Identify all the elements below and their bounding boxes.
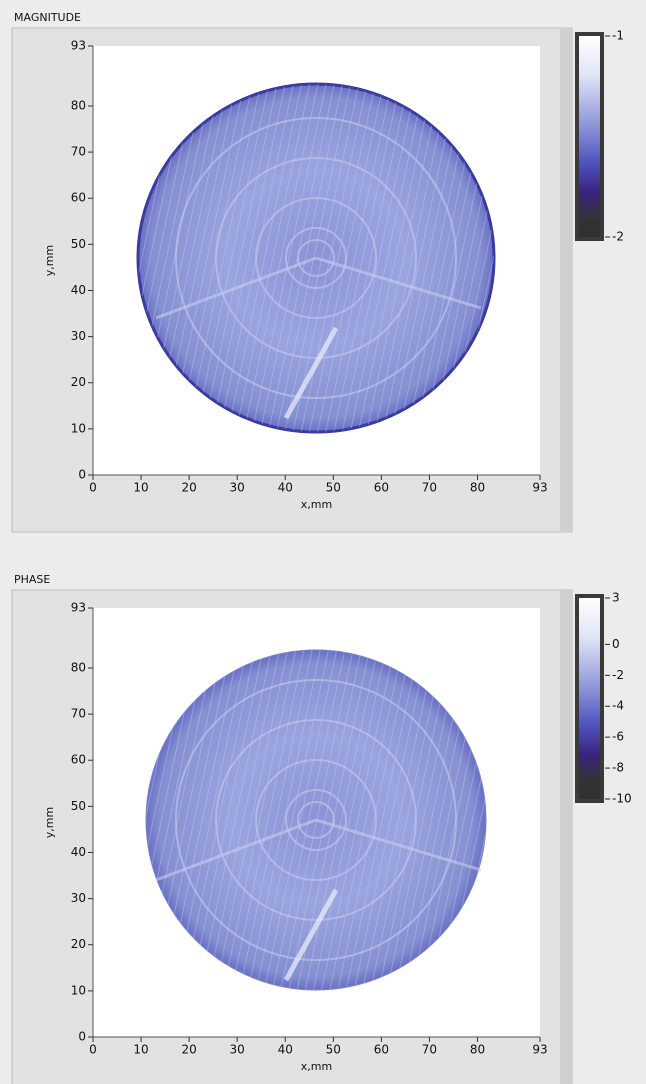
y-tick-label: 50	[71, 237, 86, 251]
panel-title: MAGNITUDE	[14, 11, 81, 24]
ring	[215, 157, 417, 359]
frame-bevel	[560, 28, 572, 532]
y-tick-label: 30	[71, 891, 86, 905]
panel-title: PHASE	[14, 573, 50, 586]
y-tick-label: 0	[78, 468, 86, 482]
x-tick-label: 80	[470, 481, 485, 495]
streak	[155, 256, 317, 320]
streak	[283, 888, 339, 982]
y-tick-label: 10	[71, 421, 86, 435]
colorbar-tick-label: -6	[612, 730, 624, 744]
y-tick-label: 40	[71, 283, 86, 297]
y-axis-label: y,mm	[43, 807, 56, 838]
y-tick-label: 60	[71, 753, 86, 767]
y-axis-label: y,mm	[43, 245, 56, 276]
x-axis-label: x,mm	[301, 1060, 332, 1073]
x-axis-label: x,mm	[301, 498, 332, 511]
x-tick-label: 20	[181, 481, 196, 495]
colorbar	[579, 36, 600, 237]
streak	[315, 256, 482, 310]
x-tick-label: 60	[374, 1043, 389, 1057]
ring	[297, 239, 335, 277]
y-tick-label: 40	[71, 845, 86, 859]
x-tick-label: 50	[326, 481, 341, 495]
y-tick-label: 80	[71, 660, 86, 674]
y-tick-label: 10	[71, 983, 86, 997]
colorbar-tick-label: -10	[612, 792, 632, 806]
streak	[155, 818, 317, 882]
streak	[283, 326, 339, 420]
y-tick-label: 93	[71, 39, 86, 53]
y-tick-label: 70	[71, 145, 86, 159]
x-tick-label: 70	[422, 481, 437, 495]
x-tick-label: 93	[532, 481, 547, 495]
ring	[175, 117, 457, 399]
x-tick-label: 93	[532, 1043, 547, 1057]
colorbar-tick-label: -1	[612, 29, 624, 43]
ring	[215, 719, 417, 921]
x-tick-label: 70	[422, 1043, 437, 1057]
y-tick-label: 80	[71, 98, 86, 112]
frame-bevel	[560, 590, 572, 1084]
x-tick-label: 30	[230, 481, 245, 495]
x-tick-label: 10	[133, 481, 148, 495]
x-tick-label: 20	[181, 1043, 196, 1057]
colorbar	[579, 598, 600, 799]
colorbar-tick-label: 0	[612, 637, 620, 651]
ring	[285, 227, 347, 289]
x-tick-label: 30	[230, 1043, 245, 1057]
colorbar-tick-label: -2	[612, 668, 624, 682]
x-tick-label: 0	[89, 1043, 97, 1057]
ring	[297, 801, 335, 839]
colorbar-tick-label: 3	[612, 591, 620, 605]
colorbar-tick-label: -8	[612, 761, 624, 775]
x-tick-label: 10	[133, 1043, 148, 1057]
y-tick-label: 60	[71, 191, 86, 205]
y-tick-label: 20	[71, 937, 86, 951]
y-tick-label: 0	[78, 1030, 86, 1044]
y-tick-label: 93	[71, 601, 86, 615]
x-tick-label: 50	[326, 1043, 341, 1057]
y-tick-label: 30	[71, 329, 86, 343]
ring	[285, 789, 347, 851]
x-tick-label: 40	[278, 1043, 293, 1057]
colorbar-tick-label: -2	[612, 230, 624, 244]
y-tick-label: 20	[71, 375, 86, 389]
x-tick-label: 60	[374, 481, 389, 495]
streak	[315, 818, 482, 872]
x-tick-label: 80	[470, 1043, 485, 1057]
ring	[175, 679, 457, 961]
ring	[255, 759, 377, 881]
colorbar-tick-label: -4	[612, 699, 624, 713]
y-tick-label: 70	[71, 707, 86, 721]
x-tick-label: 40	[278, 481, 293, 495]
ring	[255, 197, 377, 319]
y-tick-label: 50	[71, 799, 86, 813]
x-tick-label: 0	[89, 481, 97, 495]
